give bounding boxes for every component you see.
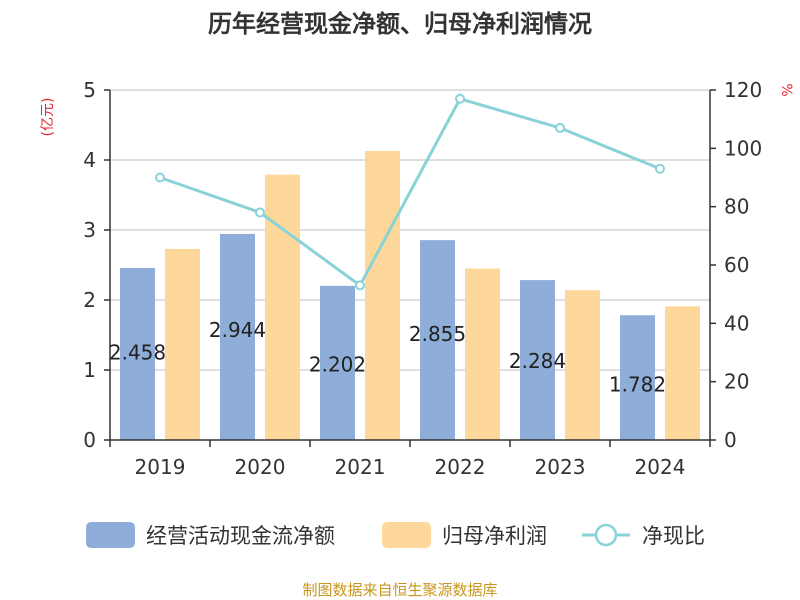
legend-item-profit[interactable]: 归母净利润	[382, 522, 547, 548]
ratio-point	[555, 122, 565, 133]
bar-cashflow	[420, 240, 455, 440]
legend-swatch-cashflow	[86, 522, 135, 548]
legend-marker-ratio	[594, 523, 618, 547]
data-label-cashflow: 2.458	[109, 341, 166, 365]
right-axis-tick-label: 80	[724, 195, 749, 219]
legend-label-cashflow: 经营活动现金流净额	[146, 524, 335, 548]
data-label-cashflow: 2.202	[309, 353, 366, 377]
legend: 经营活动现金流净额 归母净利润 净现比	[86, 522, 705, 548]
bar-profit	[665, 306, 700, 440]
left-axis-tick-label: 4	[83, 148, 96, 172]
ratio-point	[655, 163, 665, 174]
left-axis-tick-label: 5	[83, 78, 96, 102]
right-axis-unit: %	[778, 83, 794, 96]
right-axis-tick-label: 100	[724, 136, 762, 160]
right-axis-tick-label: 0	[724, 428, 737, 452]
bar-profit	[365, 150, 400, 440]
data-label-cashflow: 2.284	[509, 349, 566, 373]
x-axis-tick-label: 2021	[335, 455, 386, 479]
bar-profit	[165, 248, 200, 440]
left-axis-tick-label: 1	[83, 358, 96, 382]
x-axis-tick-label: 2019	[135, 455, 186, 479]
left-axis-tick-label: 0	[83, 428, 96, 452]
left-axis-tick-label: 2	[83, 288, 96, 312]
ratio-point	[455, 93, 465, 104]
bars	[120, 150, 700, 440]
bar-profit	[465, 268, 500, 440]
ratio-point	[155, 172, 165, 183]
bar-profit	[265, 174, 300, 440]
legend-label-ratio: 净现比	[642, 524, 705, 548]
bar-cashflow	[520, 280, 555, 440]
ratio-line	[155, 93, 665, 291]
bar-cashflow	[220, 233, 255, 440]
source-note: 制图数据来自恒生聚源数据库	[302, 581, 497, 599]
gridlines	[110, 89, 710, 371]
left-axis-tick-label: 3	[83, 218, 96, 242]
left-axis-unit: (亿元)	[40, 98, 56, 137]
legend-label-profit: 归母净利润	[442, 524, 547, 548]
data-labels: 2.458 2.944 2.202 2.855 2.284 1.782	[109, 318, 666, 396]
right-axis-tick-label: 120	[724, 78, 762, 102]
bar-cashflow	[120, 267, 155, 440]
legend-swatch-profit	[382, 522, 431, 548]
bar-cashflow	[620, 315, 655, 440]
chart-title: 历年经营现金净额、归母净利润情况	[208, 10, 592, 38]
bar-cashflow	[320, 285, 355, 440]
legend-item-ratio[interactable]: 净现比	[582, 523, 705, 548]
x-axis-tick-label: 2022	[435, 455, 486, 479]
x-axis-tick-label: 2020	[235, 455, 286, 479]
data-label-cashflow: 2.855	[409, 322, 466, 346]
data-label-cashflow: 2.944	[209, 318, 266, 342]
axes	[104, 89, 716, 447]
right-axis-tick-label: 40	[724, 311, 749, 335]
x-axis-tick-label: 2023	[535, 455, 586, 479]
right-axis-tick-label: 20	[724, 370, 749, 394]
ratio-line-path	[159, 96, 661, 288]
ratio-point	[255, 207, 265, 218]
tick-labels: 0 1 2 3 4 5 0 20 40 60 80 100 120 2019 2020 2021 2022 202…	[83, 78, 762, 479]
x-axis-tick-label: 2024	[635, 455, 686, 479]
right-axis-tick-label: 60	[724, 253, 749, 277]
bar-profit	[565, 290, 600, 440]
data-label-cashflow: 1.782	[609, 372, 666, 396]
ratio-point	[355, 280, 365, 291]
legend-item-cashflow[interactable]: 经营活动现金流净额	[86, 522, 335, 548]
